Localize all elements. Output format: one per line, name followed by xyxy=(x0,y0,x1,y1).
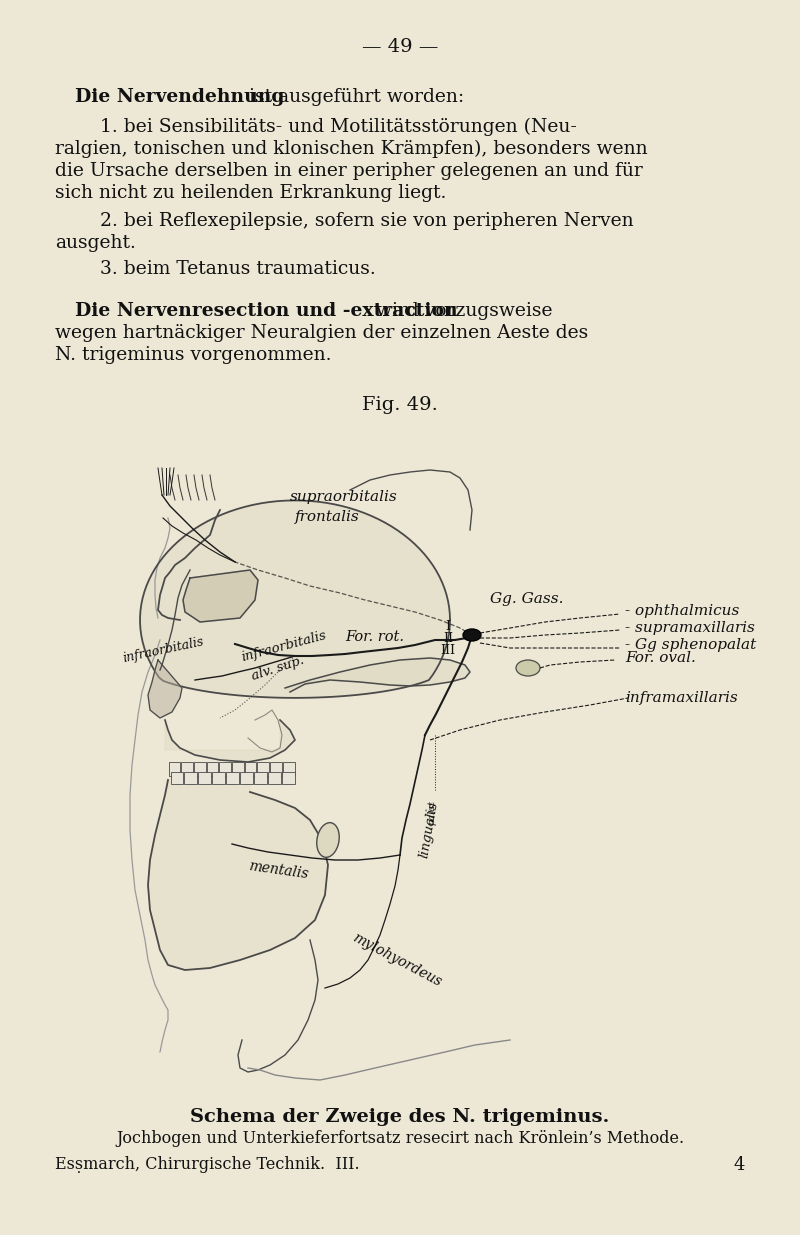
Text: 2. bei Reflexepilepsie, sofern sie von peripheren Nerven: 2. bei Reflexepilepsie, sofern sie von p… xyxy=(100,212,634,230)
Text: ralgien, tonischen und klonischen Krämpfen), besonders wenn: ralgien, tonischen und klonischen Krämpf… xyxy=(55,140,648,158)
Text: mylohyordeus: mylohyordeus xyxy=(350,931,444,989)
Text: Gg. Gass.: Gg. Gass. xyxy=(490,592,563,606)
Bar xyxy=(245,762,256,776)
Bar xyxy=(198,772,211,784)
Text: Esṣmarch, Chirurgische Technik.  III.: Esṣmarch, Chirurgische Technik. III. xyxy=(55,1156,360,1173)
Polygon shape xyxy=(148,781,328,969)
Text: I: I xyxy=(446,620,450,632)
Text: N. trigeminus vorgenommen.: N. trigeminus vorgenommen. xyxy=(55,346,331,364)
Text: infraorbitalis: infraorbitalis xyxy=(240,629,328,663)
Text: III: III xyxy=(441,643,455,657)
Text: wird vorzugsweise: wird vorzugsweise xyxy=(370,303,553,320)
Ellipse shape xyxy=(317,823,339,857)
Text: inframaxillaris: inframaxillaris xyxy=(625,692,738,705)
Bar xyxy=(240,772,253,784)
Bar xyxy=(268,772,281,784)
Text: die Ursache derselben in einer peripher gelegenen an und für: die Ursache derselben in einer peripher … xyxy=(55,162,642,180)
Text: ist ausgeführt worden:: ist ausgeführt worden: xyxy=(243,88,464,106)
Bar xyxy=(282,772,294,784)
Text: Fig. 49.: Fig. 49. xyxy=(362,396,438,414)
Text: supraorbitalis: supraorbitalis xyxy=(290,490,398,504)
Text: alv. sup.: alv. sup. xyxy=(250,653,306,683)
Bar xyxy=(226,772,239,784)
Text: Die Nervenresection und -extraction: Die Nervenresection und -extraction xyxy=(75,303,458,320)
Text: ausgeht.: ausgeht. xyxy=(55,233,136,252)
Text: wegen hartnäckiger Neuralgien der einzelnen Aeste des: wegen hartnäckiger Neuralgien der einzel… xyxy=(55,324,588,342)
Bar xyxy=(169,762,180,776)
Text: 1. bei Sensibilitäts- und Motilitätsstörungen (Neu-: 1. bei Sensibilitäts- und Motilitätsstör… xyxy=(100,119,577,136)
Text: 4: 4 xyxy=(734,1156,745,1174)
Ellipse shape xyxy=(516,659,540,676)
Text: lingualis: lingualis xyxy=(418,800,441,858)
Bar xyxy=(184,772,198,784)
Bar xyxy=(283,762,294,776)
Text: II: II xyxy=(443,631,453,645)
Bar xyxy=(254,772,266,784)
Bar xyxy=(212,772,225,784)
Bar xyxy=(270,762,282,776)
Text: mentalis: mentalis xyxy=(248,858,310,881)
Polygon shape xyxy=(183,571,258,622)
Bar xyxy=(181,762,193,776)
Text: Die Nervendehnung: Die Nervendehnung xyxy=(75,88,285,106)
Text: palat: palat xyxy=(427,800,437,825)
Text: Jochbogen und Unterkieferfortsatz resecirt nach Krönlein’s Methode.: Jochbogen und Unterkieferfortsatz reseci… xyxy=(116,1130,684,1147)
Polygon shape xyxy=(285,658,470,692)
Text: - ophthalmicus: - ophthalmicus xyxy=(625,604,739,618)
Text: sich nicht zu heilenden Erkrankung liegt.: sich nicht zu heilenden Erkrankung liegt… xyxy=(55,184,446,203)
Polygon shape xyxy=(140,500,450,698)
Bar xyxy=(232,762,244,776)
Text: - supramaxillaris: - supramaxillaris xyxy=(625,621,755,635)
Text: For. oval.: For. oval. xyxy=(625,651,696,664)
Text: Schema der Zweige des N. trigeminus.: Schema der Zweige des N. trigeminus. xyxy=(190,1108,610,1126)
Bar xyxy=(258,762,269,776)
Text: For. rot.: For. rot. xyxy=(345,630,404,643)
Text: - Gg sphenopalat: - Gg sphenopalat xyxy=(625,638,756,652)
Text: frontalis: frontalis xyxy=(295,510,360,524)
Ellipse shape xyxy=(463,629,481,641)
Polygon shape xyxy=(165,720,295,762)
Text: 3. beim Tetanus traumaticus.: 3. beim Tetanus traumaticus. xyxy=(100,261,376,278)
Bar xyxy=(206,762,218,776)
Text: infraorbitalis: infraorbitalis xyxy=(122,635,205,664)
Bar xyxy=(170,772,183,784)
Bar xyxy=(219,762,231,776)
Polygon shape xyxy=(148,659,182,718)
Text: — 49 —: — 49 — xyxy=(362,38,438,56)
Bar xyxy=(194,762,206,776)
